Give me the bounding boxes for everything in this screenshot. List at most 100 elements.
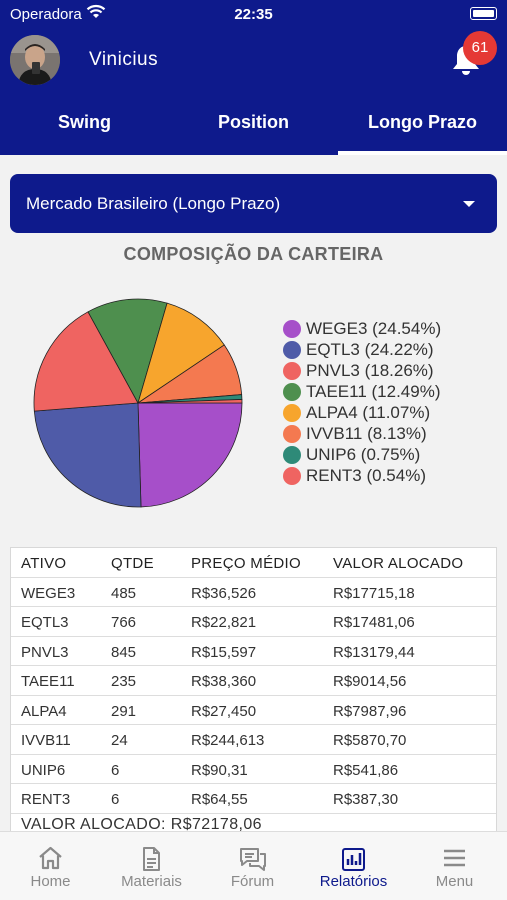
table-header: ATIVO QTDE PREÇO MÉDIO VALOR ALOCADO <box>11 548 496 578</box>
cell-preco-medio: R$244,613 <box>191 732 265 749</box>
cell-valor-alocado: R$5870,70 <box>333 732 407 749</box>
legend-label: UNIP6 (0.75%) <box>306 444 421 464</box>
cell-qtde: 291 <box>111 702 137 720</box>
cell-preco-medio: R$15,597 <box>191 643 257 661</box>
cell-ativo: UNIP6 <box>21 761 66 779</box>
legend-swatch <box>283 340 301 359</box>
nav-home-label: Home <box>30 873 71 890</box>
pie-slice-wege3 <box>137 402 243 508</box>
cell-qtde: 235 <box>111 673 137 690</box>
legend-label: PNVL3 (18.26%) <box>306 360 434 380</box>
tab-longo-prazo[interactable]: Longo Prazo <box>338 100 507 155</box>
chat-icon <box>240 848 266 871</box>
legend-item-taee11: TAEE11 (12.49%) <box>283 381 441 402</box>
legend-swatch <box>283 361 301 380</box>
cell-ativo: RENT3 <box>21 791 71 808</box>
cell-qtde: 24 <box>111 732 128 749</box>
nav-forum-label: Fórum <box>230 873 275 890</box>
cell-qtde: 6 <box>111 761 120 779</box>
cell-ativo: IVVB11 <box>21 732 71 749</box>
holdings-table: ATIVO QTDE PREÇO MÉDIO VALOR ALOCADO WEG… <box>10 547 497 837</box>
username: Vinicius <box>89 49 159 70</box>
nav-forum[interactable]: Fórum <box>202 832 303 900</box>
battery-icon <box>470 7 497 20</box>
cell-qtde: 485 <box>111 584 137 602</box>
pie-slice-pnvl3 <box>33 311 139 412</box>
table-row: WEGE3 485 R$36,526 R$17715,18 <box>11 578 496 607</box>
legend-swatch <box>283 445 301 464</box>
cell-ativo: WEGE3 <box>21 584 76 602</box>
nav-relatorios-label: Relatórios <box>319 873 388 890</box>
cell-valor-alocado: R$7987,96 <box>333 702 407 720</box>
bottom-nav: Home Materiais Fórum Relatórios <box>0 831 507 900</box>
legend-swatch <box>283 319 301 338</box>
legend-item-alpa4: ALPA4 (11.07%) <box>283 402 441 423</box>
pie-slice-eqtl3 <box>33 402 142 508</box>
avatar[interactable] <box>10 35 60 85</box>
menu-icon <box>444 849 465 867</box>
chart-legend: WEGE3 (24.54%) EQTL3 (24.22%) PNVL3 (18.26… <box>283 318 441 486</box>
tab-swing[interactable]: Swing <box>58 112 111 132</box>
legend-label: RENT3 (0.54%) <box>306 465 426 485</box>
legend-label: TAEE11 (12.49%) <box>306 381 441 401</box>
nav-menu[interactable]: Menu <box>404 832 505 900</box>
cell-qtde: 845 <box>111 643 137 661</box>
cell-valor-alocado: R$17481,06 <box>333 614 415 631</box>
status-bar: Operadora 22:35 <box>0 0 507 28</box>
cell-valor-alocado: R$13179,44 <box>333 643 415 661</box>
legend-swatch <box>283 382 301 401</box>
legend-label: IVVB11 (8.13%) <box>306 423 427 443</box>
pie-slice-taee11 <box>87 298 168 405</box>
cell-valor-alocado: R$541,86 <box>333 761 399 779</box>
nav-relatorios[interactable]: Relatórios <box>303 832 404 900</box>
table-row: UNIP6 6 R$90,31 R$541,86 <box>11 755 496 784</box>
legend-swatch <box>283 424 301 443</box>
pie-slice-rent3 <box>137 399 243 404</box>
document-icon <box>143 847 160 871</box>
pie-slice-alpa4 <box>137 302 225 404</box>
tab-bar: Swing Position Longo Prazo <box>0 100 507 155</box>
market-select[interactable]: Mercado Brasileiro (Longo Prazo) <box>10 174 497 233</box>
legend-label: WEGE3 (24.54%) <box>306 318 442 338</box>
legend-swatch <box>283 466 301 485</box>
legend-item-wege3: WEGE3 (24.54%) <box>283 318 441 339</box>
cell-preco-medio: R$27,450 <box>191 702 257 720</box>
column-header-valor-alocado: VALOR ALOCADO <box>333 555 464 572</box>
cell-preco-medio: R$22,821 <box>191 614 257 631</box>
notification-badge: 61 <box>463 31 497 65</box>
column-header-preco-medio: PREÇO MÉDIO <box>191 555 301 572</box>
wifi-icon <box>86 4 106 18</box>
legend-item-rent3: RENT3 (0.54%) <box>283 465 441 486</box>
cell-ativo: TAEE11 <box>21 673 75 690</box>
nav-home[interactable]: Home <box>0 832 101 900</box>
nav-materiais[interactable]: Materiais <box>101 832 202 900</box>
cell-valor-alocado: R$387,30 <box>333 791 399 808</box>
cell-preco-medio: R$36,526 <box>191 584 257 602</box>
cell-qtde: 6 <box>111 791 120 808</box>
cell-ativo: PNVL3 <box>21 643 69 661</box>
chevron-down-icon <box>463 201 475 207</box>
cell-valor-alocado: R$9014,56 <box>333 673 407 690</box>
table-row: TAEE11 235 R$38,360 R$9014,56 <box>11 666 496 696</box>
nav-materiais-label: Materiais <box>121 873 182 890</box>
legend-item-eqtl3: EQTL3 (24.22%) <box>283 339 441 360</box>
legend-swatch <box>283 403 301 422</box>
total-allocated: VALOR ALOCADO: R$72178,06 <box>21 816 262 833</box>
clock: 22:35 <box>234 6 273 23</box>
table-row: PNVL3 845 R$15,597 R$13179,44 <box>11 637 496 666</box>
column-header-qtde: QTDE <box>111 555 154 572</box>
pie-chart <box>33 298 243 508</box>
avatar-photo <box>10 35 60 85</box>
cell-qtde: 766 <box>111 614 137 631</box>
app-header: Operadora 22:35 Vinicius 61 Swing Positi… <box>0 0 507 155</box>
table-row: EQTL3 766 R$22,821 R$17481,06 <box>11 607 496 637</box>
legend-item-pnvl3: PNVL3 (18.26%) <box>283 360 441 381</box>
cell-ativo: EQTL3 <box>21 614 69 631</box>
legend-label: EQTL3 (24.22%) <box>306 339 434 359</box>
tab-position[interactable]: Position <box>218 112 289 132</box>
column-header-ativo: ATIVO <box>21 555 67 572</box>
legend-item-unip6: UNIP6 (0.75%) <box>283 444 441 465</box>
legend-label: ALPA4 (11.07%) <box>306 402 431 422</box>
legend-item-ivvb11: IVVB11 (8.13%) <box>283 423 441 444</box>
home-icon <box>39 846 62 870</box>
